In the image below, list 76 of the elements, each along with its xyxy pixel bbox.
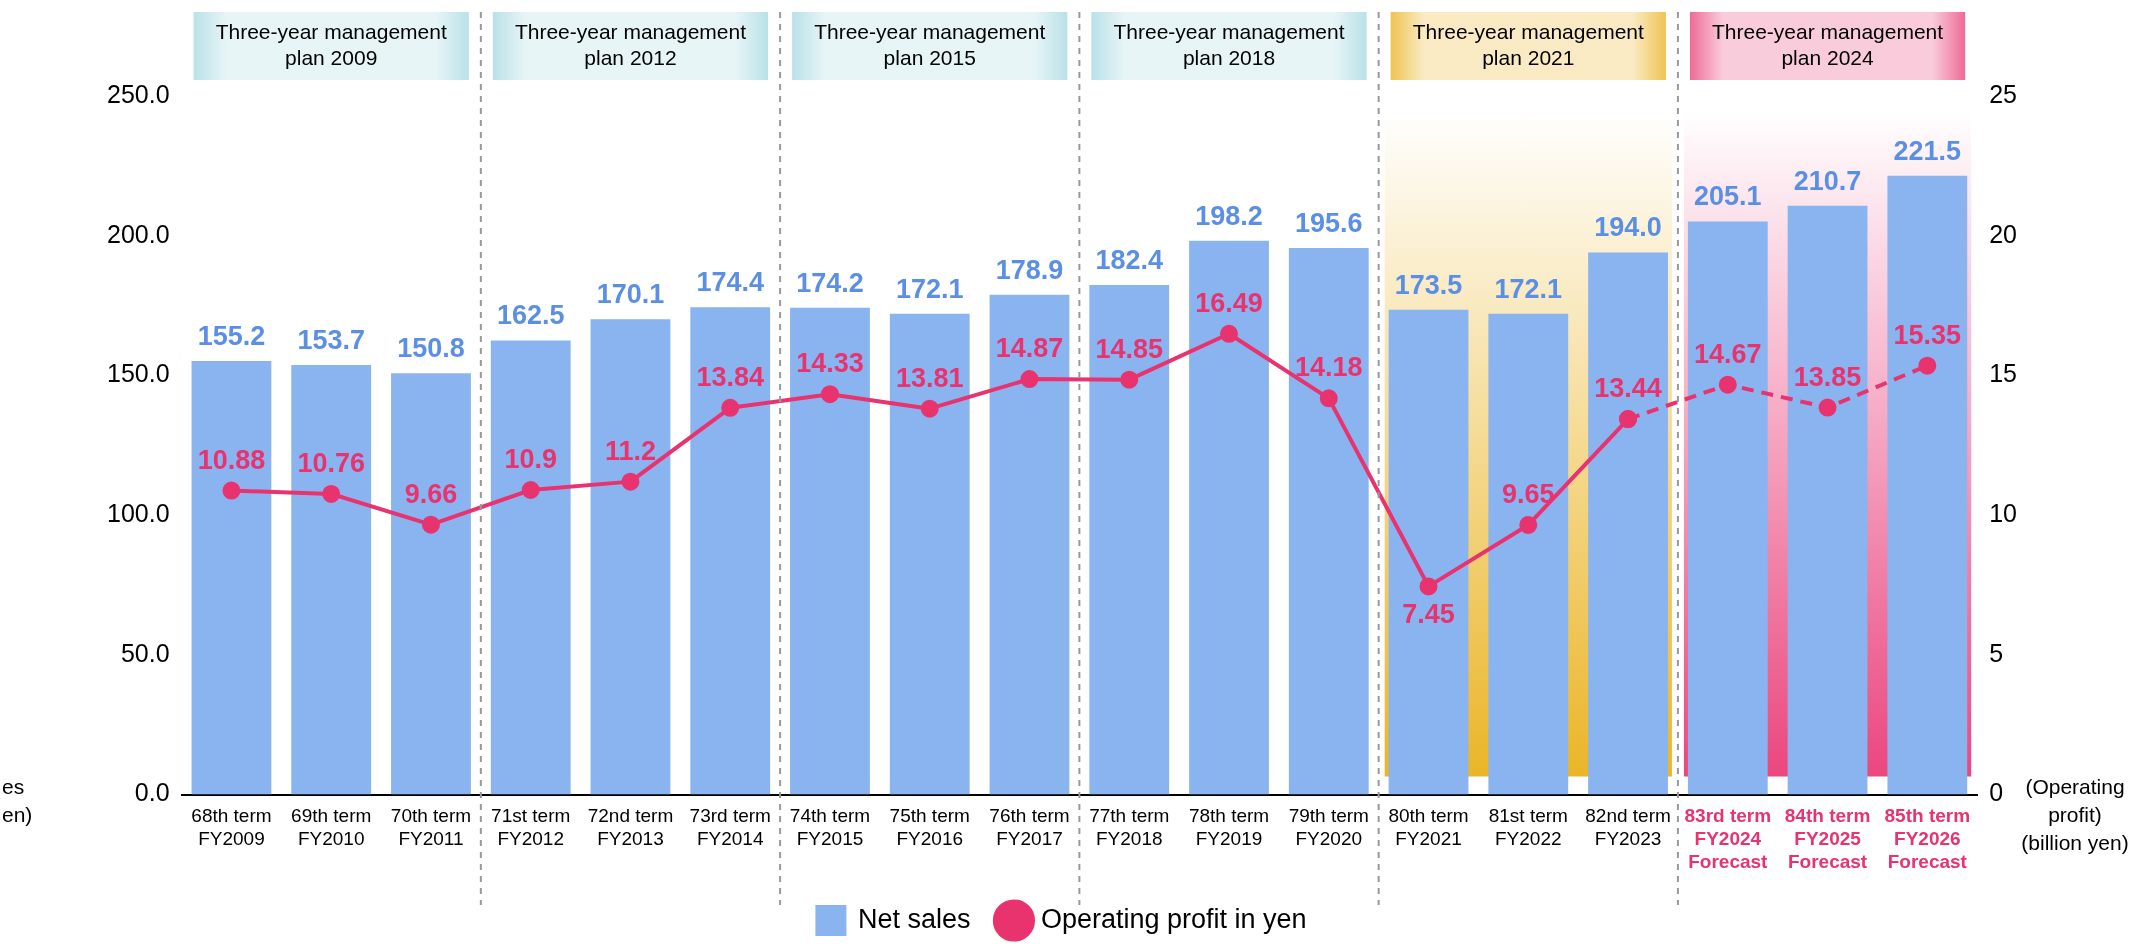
data-label: 195.6 — [1294, 207, 1363, 238]
y2-tick-label: 10 — [1989, 499, 2017, 528]
y-tick-label: 150.0 — [107, 359, 170, 388]
data-label: 172.1 — [1494, 273, 1563, 304]
data-label: 10.76 — [297, 447, 365, 478]
data-label: 13.44 — [1594, 372, 1662, 403]
data-label: 9.66 — [404, 478, 458, 509]
data-label: 14.33 — [796, 348, 864, 379]
data-label: 173.5 — [1394, 269, 1463, 300]
y2-tick-label: 15 — [1989, 359, 2017, 388]
x-tick-label: 76th term FY2017 — [989, 805, 1070, 850]
x-tick-label: 69th term FY2010 — [291, 805, 372, 850]
data-label: 14.67 — [1694, 338, 1762, 369]
data-label: 198.2 — [1195, 200, 1263, 231]
y-tick-label: 200.0 — [107, 219, 170, 248]
data-label: 182.4 — [1095, 244, 1164, 275]
y2-tick-label: 20 — [1989, 219, 2017, 248]
data-label: 13.84 — [696, 361, 765, 392]
text: Three-year management plan 2015 — [814, 19, 1046, 69]
data-label: 10.9 — [504, 443, 557, 474]
data-label: 14.87 — [995, 333, 1064, 364]
data-label: 14.85 — [1095, 333, 1164, 364]
x-tick-label: 70th term FY2011 — [390, 805, 472, 850]
text: Three-year management plan 2018 — [1113, 19, 1345, 69]
data-label: 170.1 — [596, 279, 665, 310]
y-tick-label: 50.0 — [120, 638, 170, 667]
x-tick-label: 68th term FY2009 — [191, 805, 272, 850]
y-tick-label: 100.0 — [107, 499, 170, 528]
data-label: 155.2 — [197, 320, 266, 351]
data-label: 14.18 — [1294, 352, 1363, 383]
x-tick-label: 71st term FY2012 — [491, 805, 571, 850]
data-label: 205.1 — [1694, 181, 1762, 212]
data-label: 13.81 — [895, 362, 964, 393]
data-label: 7.45 — [1402, 599, 1455, 630]
data-label: 9.65 — [1502, 478, 1555, 509]
y2-tick-label: 5 — [1989, 638, 2004, 667]
data-label: 178.9 — [995, 254, 1064, 285]
y-tick-label: 0.0 — [134, 778, 170, 807]
x-tick-label: 85th term FY2026 Forecast — [1884, 805, 1971, 872]
data-label: 153.7 — [297, 325, 365, 356]
x-tick-label: 81st term FY2022 — [1488, 805, 1568, 850]
data-label: 174.4 — [696, 267, 765, 298]
data-label: 16.49 — [1195, 287, 1263, 318]
y2-axis-title: (Operating profit) (billion yen) — [2021, 775, 2129, 855]
data-label: 162.5 — [496, 300, 565, 331]
x-tick-label: 77th term FY2018 — [1089, 805, 1170, 850]
x-tick-label: 83rd term FY2024 Forecast — [1684, 805, 1772, 872]
data-label: 174.2 — [796, 267, 864, 298]
data-label: 150.8 — [397, 333, 465, 364]
text: Three-year management plan 2024 — [1711, 19, 1944, 69]
text: Three-year management plan 2009 — [215, 19, 447, 69]
x-tick-label: 75th term FY2016 — [889, 805, 970, 850]
x-tick-label: 82nd term FY2023 — [1585, 805, 1671, 850]
x-tick-label: 79th term FY2020 — [1288, 805, 1369, 850]
data-label: 210.7 — [1793, 165, 1862, 196]
data-label: 194.0 — [1594, 212, 1662, 243]
y-axis-title: es en) — [2, 775, 33, 827]
data-label: 13.85 — [1793, 361, 1862, 392]
legend-label: Net sales — [857, 903, 971, 934]
x-tick-label: 72nd term FY2013 — [587, 805, 674, 850]
x-tick-label: 74th term FY2015 — [789, 805, 871, 850]
text: Three-year management plan 2012 — [514, 19, 747, 69]
data-label: 10.88 — [197, 444, 266, 475]
data-label: 221.5 — [1893, 135, 1962, 166]
x-tick-label: 80th term FY2021 — [1388, 805, 1469, 850]
x-tick-label: 78th term FY2019 — [1188, 805, 1270, 850]
data-label: 11.2 — [604, 435, 656, 466]
legend-label: Operating profit in yen — [1040, 903, 1307, 934]
data-label: 172.1 — [895, 273, 964, 304]
x-tick-label: 73rd term FY2014 — [689, 805, 771, 850]
y2-tick-label: 0 — [1989, 778, 2004, 807]
y2-tick-label: 25 — [1989, 79, 2017, 108]
data-label: 15.35 — [1893, 319, 1962, 350]
x-tick-label: 84th term FY2025 Forecast — [1784, 805, 1871, 872]
y-tick-label: 250.0 — [107, 79, 170, 108]
text: Three-year management plan 2021 — [1412, 19, 1644, 69]
